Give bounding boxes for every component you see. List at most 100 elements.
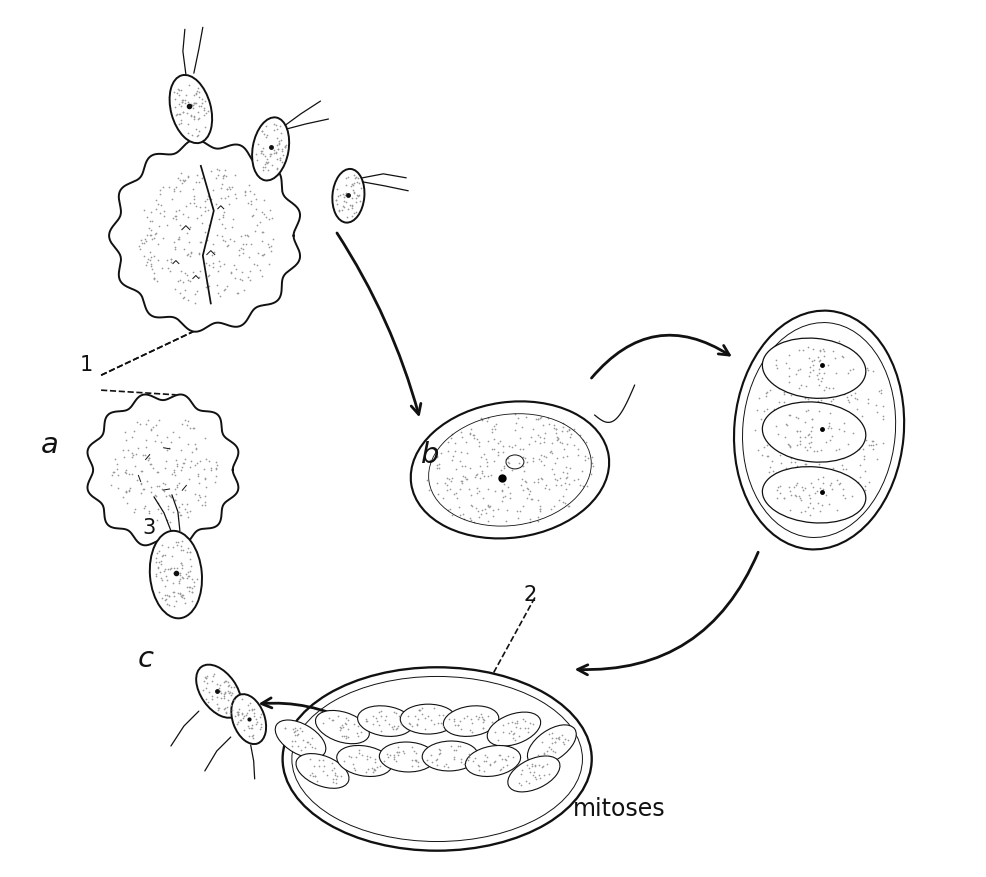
- Point: [747, 423, 763, 437]
- Point: [253, 708, 269, 722]
- Point: [555, 496, 571, 510]
- Point: [443, 474, 458, 488]
- Point: [528, 772, 543, 786]
- Ellipse shape: [283, 667, 592, 851]
- Point: [441, 435, 457, 449]
- Point: [818, 355, 834, 369]
- Point: [336, 729, 352, 743]
- Point: [474, 464, 490, 478]
- Point: [179, 497, 195, 511]
- Point: [809, 367, 824, 381]
- Point: [349, 726, 365, 740]
- Point: [815, 482, 831, 496]
- Point: [172, 566, 187, 580]
- Point: [135, 447, 151, 461]
- Point: [823, 421, 839, 435]
- Point: [447, 752, 462, 766]
- Point: [345, 757, 361, 771]
- Point: [475, 712, 491, 726]
- Ellipse shape: [734, 310, 904, 549]
- Point: [183, 246, 199, 260]
- Point: [216, 168, 232, 182]
- Point: [346, 206, 362, 220]
- Point: [776, 385, 792, 399]
- Point: [496, 460, 512, 474]
- Point: [387, 752, 402, 766]
- Point: [162, 589, 177, 603]
- Point: [511, 511, 527, 525]
- Point: [753, 411, 769, 425]
- Point: [173, 83, 188, 97]
- Point: [287, 725, 303, 739]
- Point: [197, 120, 213, 134]
- Point: [254, 234, 270, 248]
- Point: [337, 717, 353, 731]
- Point: [147, 267, 163, 281]
- Point: [181, 249, 197, 263]
- Point: [836, 432, 852, 446]
- Point: [179, 569, 195, 583]
- Point: [789, 476, 805, 490]
- Point: [133, 464, 149, 478]
- Point: [262, 147, 278, 161]
- Point: [359, 752, 375, 766]
- Point: [353, 725, 369, 739]
- Point: [234, 240, 249, 254]
- Point: [162, 264, 177, 278]
- Point: [792, 437, 808, 451]
- Point: [127, 459, 143, 473]
- Point: [333, 721, 349, 735]
- Point: [201, 686, 217, 700]
- Point: [423, 454, 439, 468]
- Point: [436, 491, 452, 505]
- Point: [583, 467, 599, 481]
- Point: [330, 709, 346, 723]
- Point: [490, 503, 506, 517]
- Point: [169, 204, 184, 218]
- Point: [172, 107, 187, 121]
- Point: [500, 716, 516, 730]
- Point: [875, 399, 890, 413]
- Point: [198, 693, 214, 707]
- Point: [237, 188, 252, 202]
- Point: [813, 443, 829, 457]
- Point: [828, 470, 844, 484]
- Point: [179, 106, 195, 120]
- Point: [791, 479, 807, 493]
- Point: [466, 515, 482, 529]
- Point: [503, 490, 519, 504]
- Point: [770, 480, 786, 494]
- Point: [458, 460, 473, 474]
- Point: [153, 554, 169, 568]
- Point: [338, 729, 354, 743]
- Point: [190, 468, 206, 482]
- Point: [159, 253, 175, 267]
- Point: [782, 438, 798, 453]
- Point: [131, 239, 147, 253]
- Point: [410, 712, 426, 726]
- Point: [483, 467, 499, 481]
- Point: [133, 487, 149, 501]
- Point: [798, 426, 813, 440]
- Point: [391, 709, 407, 723]
- Point: [246, 702, 261, 716]
- Point: [783, 488, 799, 502]
- Point: [788, 455, 804, 469]
- Point: [197, 94, 213, 108]
- Point: [176, 456, 192, 470]
- Point: [811, 354, 827, 368]
- Point: [850, 475, 866, 489]
- Point: [822, 468, 838, 482]
- Point: [303, 768, 318, 782]
- Point: [525, 768, 540, 782]
- Point: [453, 482, 468, 496]
- Point: [559, 449, 575, 463]
- Point: [535, 458, 551, 472]
- Point: [225, 180, 241, 194]
- Point: [536, 481, 552, 495]
- Point: [236, 242, 251, 256]
- Point: [477, 452, 493, 466]
- Point: [449, 491, 464, 505]
- Point: [426, 702, 442, 716]
- Point: [835, 468, 851, 482]
